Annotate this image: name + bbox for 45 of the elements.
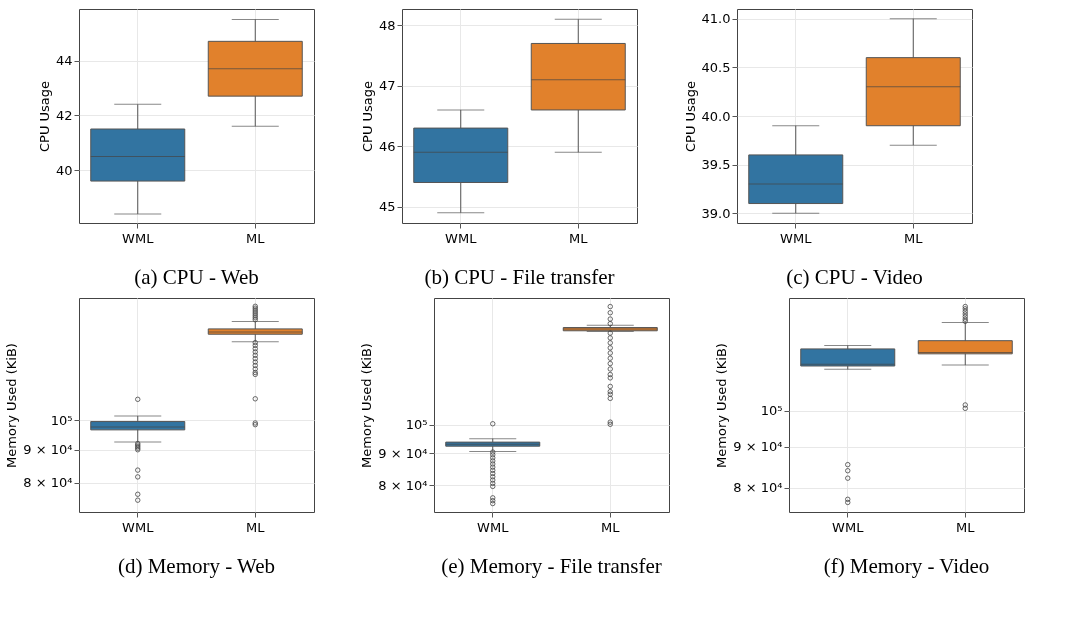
y-tick-label: 8 × 10⁴ [23,475,73,491]
y-axis-title: CPU Usage [36,80,52,153]
y-tick-label: 42 [55,107,73,123]
y-tick-label: 39.0 [701,205,731,221]
text: (f) Memory - Video [823,554,990,578]
x-tick-label: WML [832,519,865,535]
x-tick-label: WML [122,519,155,535]
y-tick-label: 10⁵ [405,417,428,433]
text: (c) CPU - Video [786,265,923,289]
x-tick-label: ML [569,230,589,246]
y-tick-label: 44 [55,53,73,69]
y-tick-label: 40 [55,162,73,178]
x-tick-label: ML [956,519,976,535]
text: (d) Memory - Web [117,554,276,578]
y-tick-label: 40.0 [701,108,731,124]
x-tick-label: WML [477,519,510,535]
x-tick-label: ML [246,230,266,246]
x-tick-label: WML [780,230,813,246]
x-tick-label: ML [601,519,621,535]
y-tick-label: 8 × 10⁴ [733,480,783,495]
x-tick-label: WML [122,230,155,246]
y-tick-label: 10⁵ [760,403,783,419]
y-tick-label: 45 [378,199,396,215]
y-tick-label: 39.5 [701,157,731,173]
y-tick-label: 46 [378,138,396,154]
y-axis-title: Memory Used (KiB) [714,343,730,468]
y-tick-label: 40.5 [701,59,731,75]
y-tick-label: 9 × 10⁴ [23,442,73,458]
text: (b) CPU - File transfer [424,265,615,289]
y-tick-label: 9 × 10⁴ [378,445,428,461]
x-tick-label: ML [904,230,924,246]
y-axis-title: CPU Usage [359,80,375,153]
y-axis-title: CPU Usage [682,80,698,153]
y-tick-label: 41.0 [701,11,731,27]
y-tick-label: 9 × 10⁴ [733,439,783,455]
y-tick-label: 10⁵ [50,412,73,428]
x-tick-label: ML [246,519,266,535]
y-axis-title: Memory Used (KiB) [4,343,20,468]
y-tick-label: 8 × 10⁴ [378,477,428,493]
text: (e) Memory - File transfer [441,554,662,578]
y-axis-title: Memory Used (KiB) [359,343,375,468]
y-tick-label: 48 [378,17,396,33]
x-tick-label: WML [445,230,478,246]
y-tick-label: 47 [378,78,396,94]
text: (a) CPU - Web [134,265,259,289]
